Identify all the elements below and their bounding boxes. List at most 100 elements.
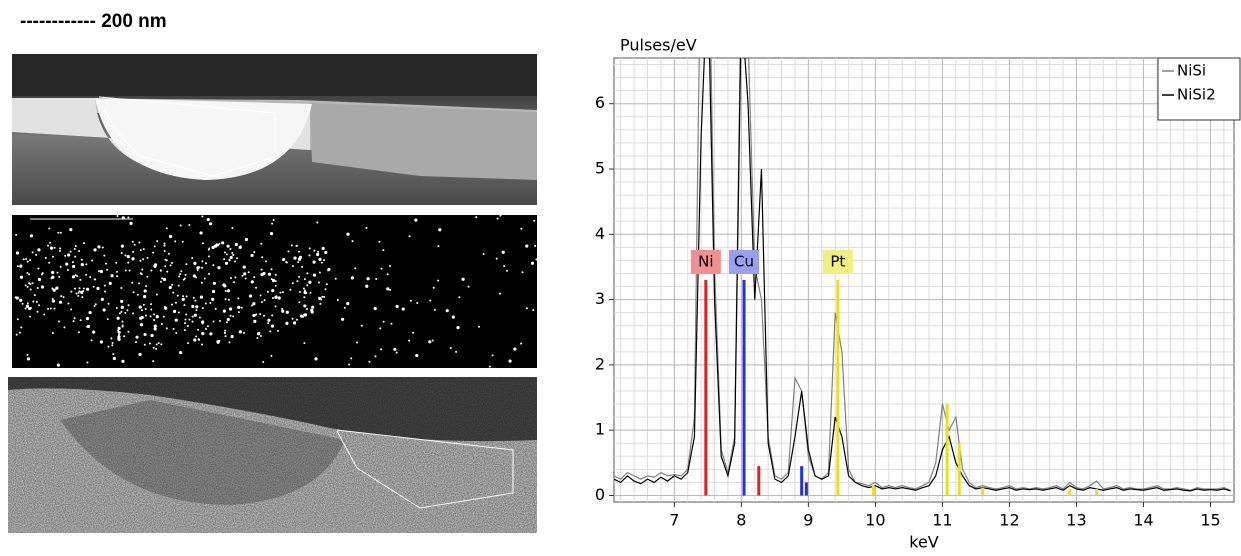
dot xyxy=(99,340,103,344)
dot xyxy=(168,285,172,290)
dot xyxy=(298,290,301,293)
dot xyxy=(382,249,385,252)
dot xyxy=(482,252,485,255)
dot xyxy=(67,253,71,257)
dot xyxy=(298,250,301,253)
dot xyxy=(533,219,536,222)
dot xyxy=(76,275,79,278)
dot xyxy=(149,315,152,318)
dot xyxy=(131,281,134,284)
dot xyxy=(191,320,194,323)
dot xyxy=(66,269,69,272)
dot xyxy=(218,242,221,245)
dot xyxy=(117,337,121,341)
dot xyxy=(181,240,184,243)
dot xyxy=(451,315,455,319)
dot xyxy=(230,277,233,280)
dot xyxy=(272,219,275,222)
dot xyxy=(150,333,154,338)
dot xyxy=(260,268,263,271)
dot xyxy=(174,318,178,322)
dot xyxy=(316,221,319,224)
dot xyxy=(296,280,299,283)
dot xyxy=(428,340,432,344)
dot xyxy=(209,302,212,305)
dot xyxy=(212,281,216,285)
dot xyxy=(368,360,371,363)
dot xyxy=(356,341,359,344)
dot xyxy=(74,245,77,248)
dot xyxy=(199,295,204,299)
dot xyxy=(350,276,355,280)
dot xyxy=(142,248,145,251)
dot xyxy=(120,305,124,309)
dot xyxy=(37,277,42,282)
dot xyxy=(185,295,188,298)
dot xyxy=(142,303,145,306)
dot xyxy=(260,300,263,303)
dot xyxy=(102,308,106,312)
dot xyxy=(414,218,418,222)
dot xyxy=(191,257,194,260)
dot xyxy=(191,315,194,318)
dot xyxy=(180,270,183,273)
dot xyxy=(115,270,118,273)
dot xyxy=(110,337,113,340)
dot xyxy=(107,302,110,305)
dot xyxy=(131,257,135,261)
dot xyxy=(168,234,173,239)
dot xyxy=(135,335,139,339)
dot xyxy=(412,331,415,334)
element-label-box xyxy=(822,250,853,274)
dot xyxy=(16,318,19,321)
dot xyxy=(155,293,158,296)
dot xyxy=(176,294,179,297)
dot xyxy=(261,256,264,259)
dot xyxy=(535,258,538,261)
dot xyxy=(242,265,246,269)
dot xyxy=(144,314,147,317)
dot xyxy=(201,307,204,310)
y-tick-label: 5 xyxy=(595,159,605,178)
x-tick-label: 8 xyxy=(736,511,746,530)
dot xyxy=(289,288,292,291)
dot xyxy=(525,307,528,310)
dot xyxy=(228,341,231,344)
dot xyxy=(73,317,76,320)
series-line xyxy=(614,58,1231,491)
dot xyxy=(94,303,97,306)
dot xyxy=(318,271,321,274)
dot xyxy=(495,257,498,260)
dot xyxy=(229,255,233,260)
dot xyxy=(143,289,147,293)
plot-area xyxy=(613,57,1235,503)
dot xyxy=(142,258,145,261)
dot xyxy=(187,342,190,345)
element-label: Ni xyxy=(698,253,713,271)
dot xyxy=(115,261,118,264)
dot xyxy=(152,346,155,349)
dot xyxy=(171,283,174,286)
dot xyxy=(62,296,65,299)
dot xyxy=(136,293,139,296)
dot xyxy=(201,343,204,346)
dot xyxy=(164,258,167,261)
dot xyxy=(198,316,201,319)
dot xyxy=(320,298,323,301)
dot xyxy=(69,250,72,253)
dot xyxy=(80,290,84,294)
dot xyxy=(28,282,31,285)
dot xyxy=(291,265,294,268)
dot xyxy=(162,315,165,318)
dot xyxy=(380,348,383,351)
dot xyxy=(308,280,312,284)
dot xyxy=(79,319,82,322)
dot xyxy=(159,280,162,283)
dot xyxy=(40,285,45,289)
dot xyxy=(24,284,27,287)
dot xyxy=(303,278,306,281)
dot xyxy=(188,223,191,226)
dot xyxy=(388,264,391,267)
dot xyxy=(81,296,84,299)
dot xyxy=(164,306,168,310)
